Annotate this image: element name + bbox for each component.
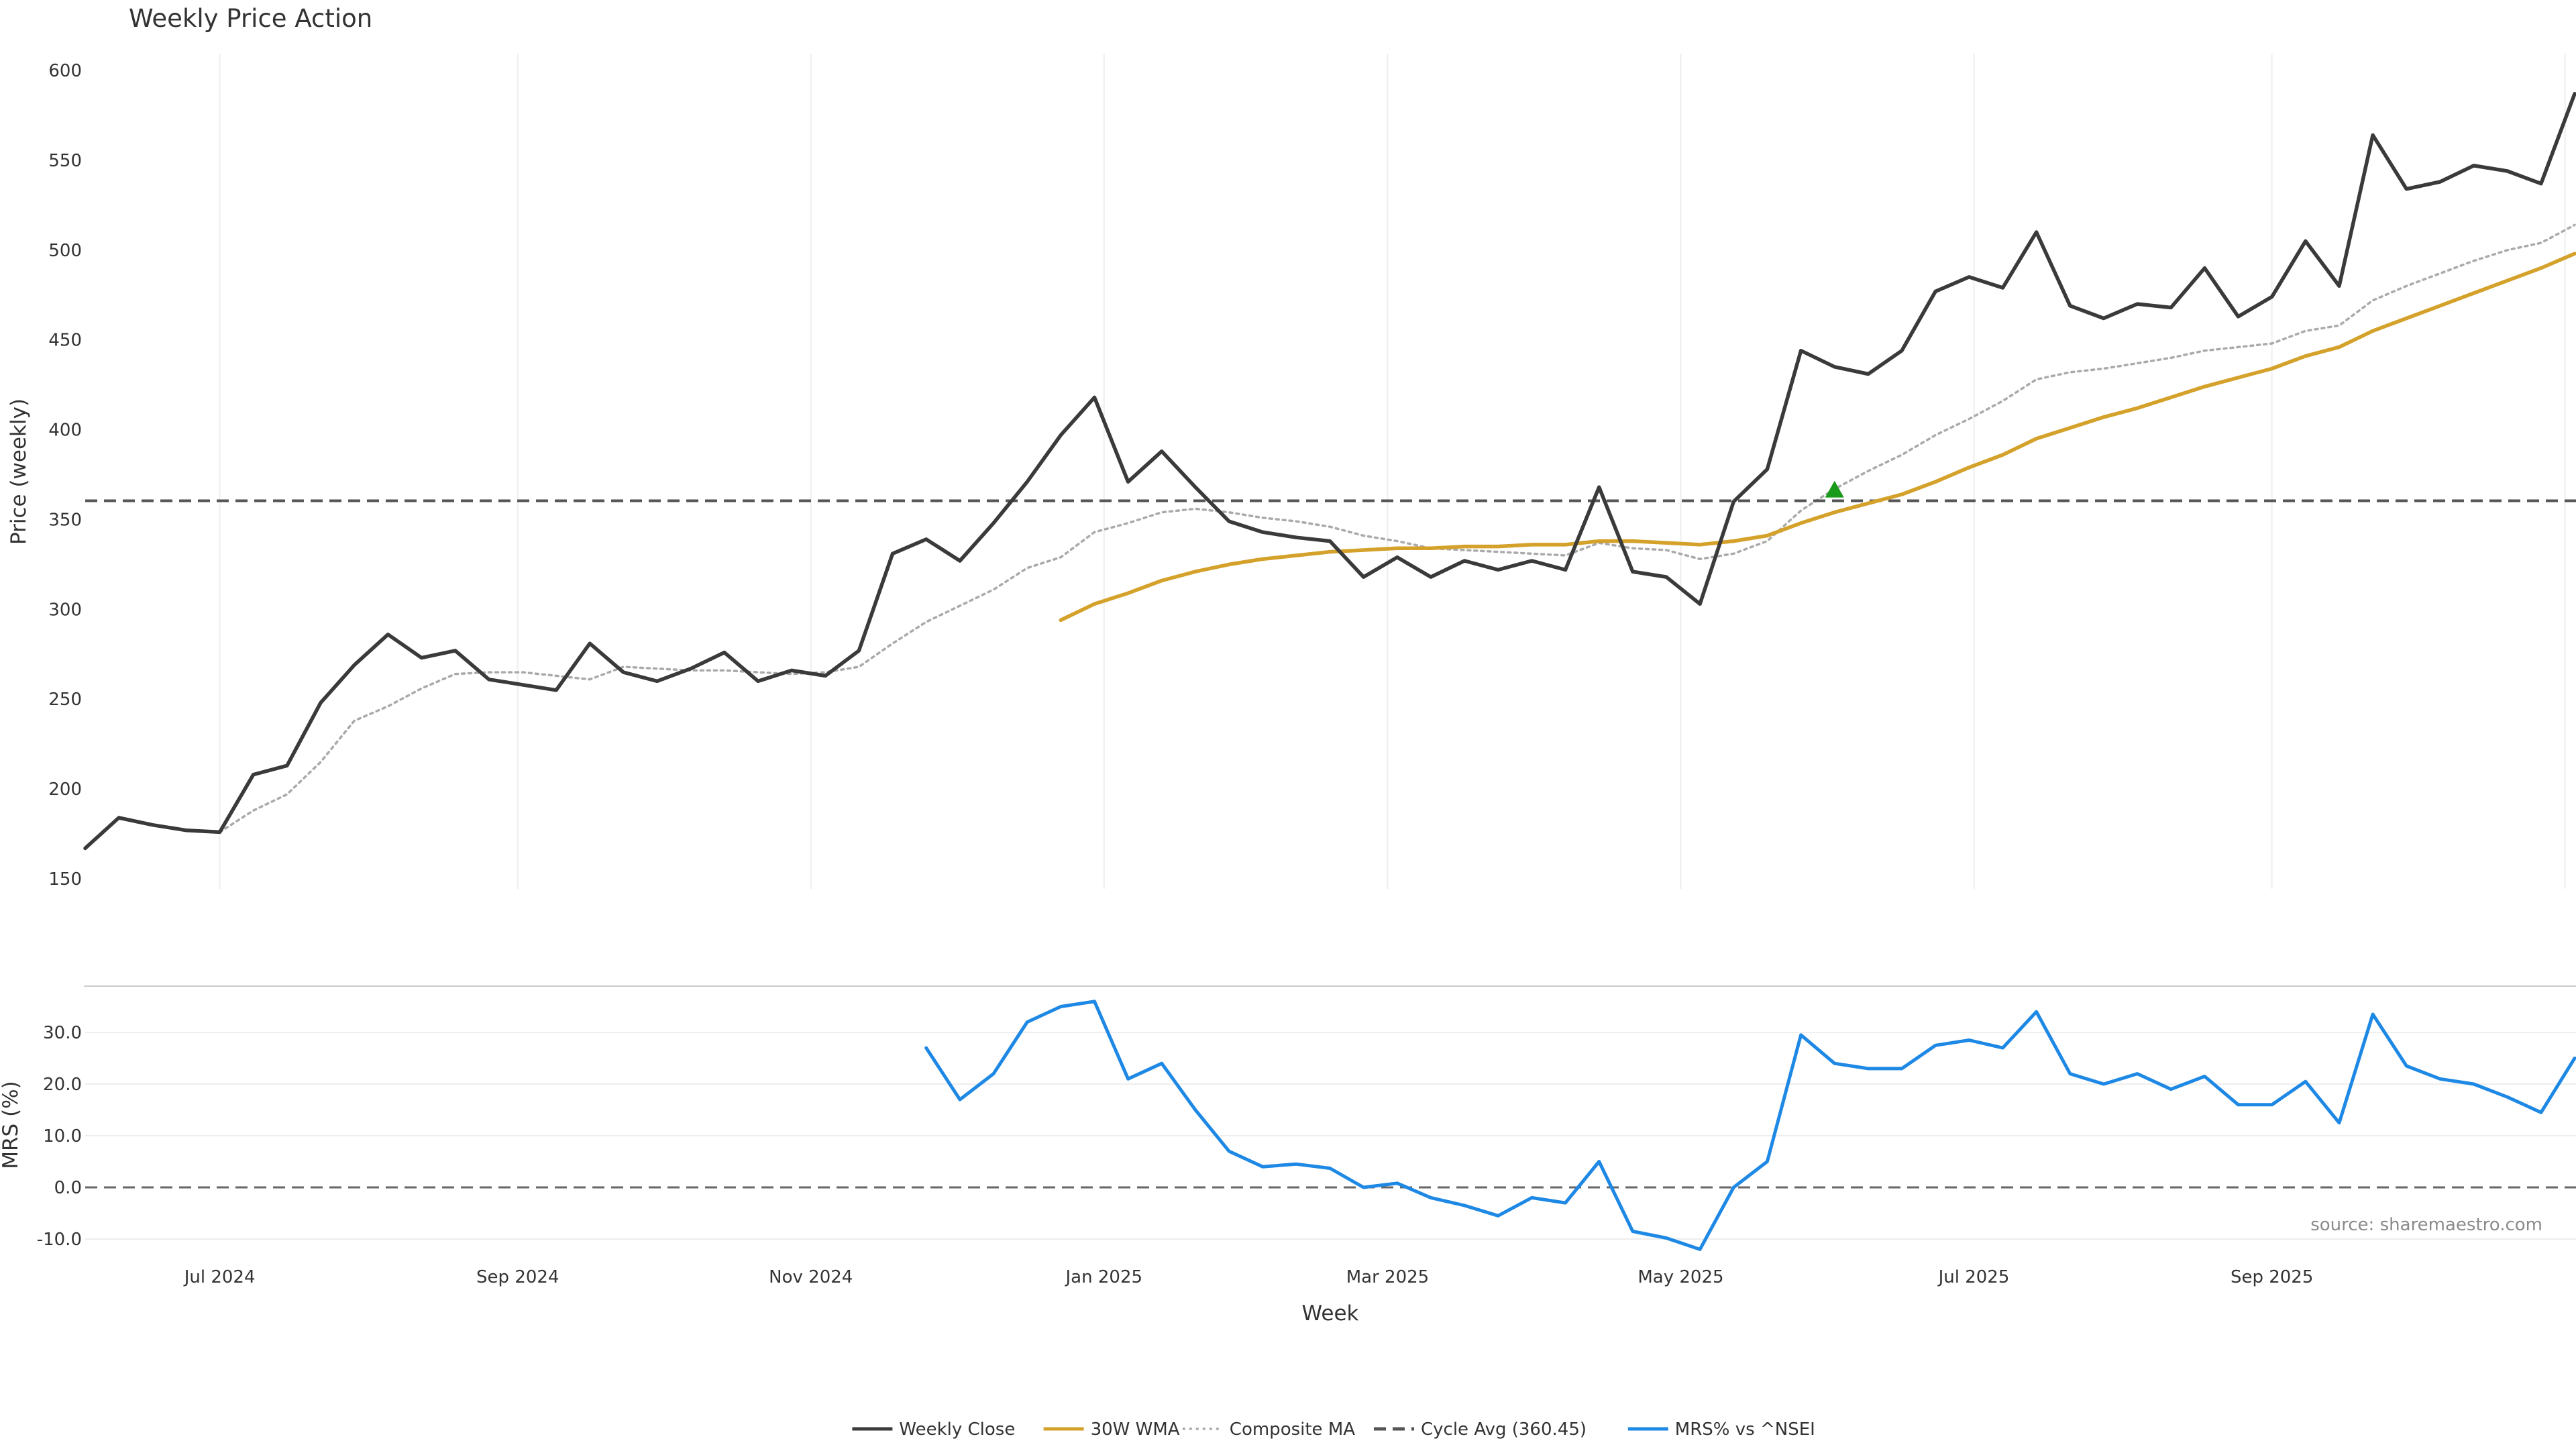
x-tick-label: Jan 2025: [1065, 1267, 1143, 1287]
legend-item: MRS% vs ^NSEI: [1627, 1419, 1815, 1440]
price-grid: [219, 54, 2566, 889]
price-y-tick-label: 450: [48, 331, 82, 351]
weekly-close-line: [83, 92, 2576, 851]
price-y-tick-label: 250: [48, 690, 82, 710]
x-tick-label: May 2025: [1638, 1267, 1723, 1287]
mrs-line: [924, 1000, 2576, 1251]
x-tick-label: Jul 2024: [183, 1267, 256, 1287]
legend-item: 30W WMA: [1043, 1419, 1180, 1440]
legend-item: Composite MA: [1182, 1419, 1355, 1440]
mrs-y-ticks: -10.0 0.0 10.0 20.0 30.0: [37, 1023, 82, 1250]
price-y-tick-label: 150: [48, 869, 82, 890]
legend-label: Composite MA: [1230, 1419, 1355, 1440]
mrs-y-tick-label: 10.0: [43, 1126, 82, 1146]
price-series: [83, 92, 2576, 851]
chart-title: Weekly Price Action: [129, 4, 372, 33]
mrs-y-tick-label: 20.0: [43, 1075, 82, 1095]
legend-label: MRS% vs ^NSEI: [1675, 1419, 1815, 1440]
legend-item: Cycle Avg (360.45): [1374, 1419, 1587, 1440]
legend-label: 30W WMA: [1091, 1419, 1180, 1440]
price-markers: [1825, 480, 1844, 498]
mrs-y-tick-label: 0.0: [54, 1178, 82, 1198]
mrs-grid: [85, 1032, 2576, 1240]
mrs-y-tick-label: -10.0: [37, 1230, 82, 1250]
price-y-tick-label: 550: [48, 151, 82, 171]
legend-label: Weekly Close: [899, 1419, 1015, 1440]
legend-item: Weekly Close: [852, 1419, 1015, 1440]
x-tick-label: Mar 2025: [1346, 1267, 1430, 1287]
x-tick-label: Jul 2025: [1937, 1267, 2010, 1287]
price-y-tick-label: 500: [48, 241, 82, 261]
wma30-line: [1059, 252, 2576, 623]
x-axis-label: Week: [1302, 1301, 1359, 1326]
source-credit: source: sharemaestro.com: [2310, 1215, 2542, 1235]
mrs-y-axis-label: MRS (%): [0, 1081, 23, 1169]
x-tick-label: Sep 2025: [2231, 1267, 2313, 1287]
legend: Weekly Close 30W WMA Composite MA Cycle Avg…: [852, 1419, 1815, 1440]
composite-ma-line: [218, 223, 2576, 834]
price-y-tick-label: 400: [48, 421, 82, 441]
signal-marker-triangle: [1825, 480, 1844, 498]
price-y-tick-label: 200: [48, 780, 82, 800]
mrs-series: [924, 1000, 2576, 1251]
price-y-tick-label: 300: [48, 600, 82, 620]
price-y-axis-label: Price (weekly): [7, 398, 31, 545]
x-axis-ticks: Jul 2024 Sep 2024 Nov 2024 Jan 2025 Mar 2025…: [183, 1267, 2314, 1287]
price-y-tick-label: 350: [48, 510, 82, 530]
price-y-tick-label: 600: [48, 61, 82, 81]
x-tick-label: Nov 2024: [769, 1267, 853, 1287]
price-y-ticks: 150 200 250 300 350 400 450 500 550 600: [48, 61, 82, 890]
mrs-y-tick-label: 30.0: [43, 1023, 82, 1043]
x-tick-label: Sep 2024: [476, 1267, 559, 1287]
legend-label: Cycle Avg (360.45): [1421, 1419, 1587, 1440]
